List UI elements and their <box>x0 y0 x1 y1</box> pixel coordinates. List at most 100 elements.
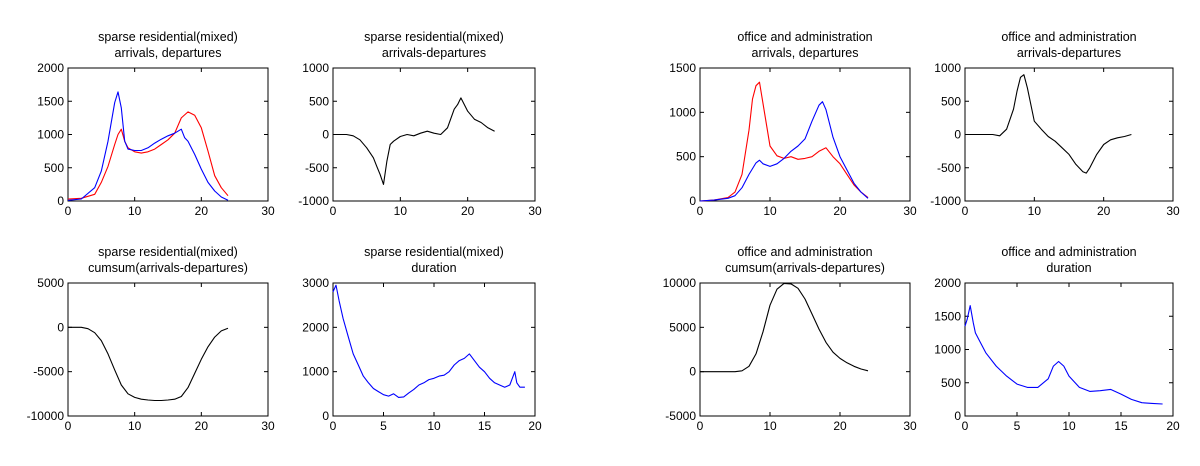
plot-subtitle: cumsum(arrivals-departures) <box>88 261 248 275</box>
y-tick-label: 500 <box>941 376 961 390</box>
y-tick-label: -1000 <box>930 194 961 208</box>
y-tick-label: 500 <box>941 94 961 108</box>
x-tick-label: 10 <box>128 419 142 433</box>
y-tick-label: 2000 <box>37 61 64 75</box>
x-tick-label: 10 <box>394 204 408 218</box>
y-tick-label: 500 <box>309 94 329 108</box>
y-tick-label: 2000 <box>934 276 961 290</box>
x-tick-label: 10 <box>1028 204 1042 218</box>
y-tick-label: -5000 <box>665 409 696 423</box>
subplot-7: office and administration cumsum(arrivals… <box>663 245 917 433</box>
x-tick-label: 15 <box>1114 419 1128 433</box>
axes-box <box>332 282 536 417</box>
subplot-4: office and administration arrivals-depart… <box>930 30 1180 218</box>
series-line <box>332 284 525 398</box>
plot-title: sparse residential(mixed) <box>364 30 504 44</box>
series-line <box>68 326 229 402</box>
y-tick-label: 0 <box>57 194 64 208</box>
plot-title: sparse residential(mixed) <box>98 30 238 44</box>
y-tick-label: 0 <box>322 409 329 423</box>
x-tick-label: 20 <box>833 204 847 218</box>
y-tick-label: 0 <box>689 365 696 379</box>
series-line <box>700 282 869 373</box>
subplot-3: office and administration arrivals, depar… <box>669 30 917 218</box>
x-tick-label: 20 <box>1166 419 1180 433</box>
x-tick-label: 10 <box>763 204 777 218</box>
y-tick-label: 1500 <box>669 61 696 75</box>
subplot-6: sparse residential(mixed) duration 0 5 10 15 2… <box>302 245 542 433</box>
x-tick-label: 5 <box>1014 419 1021 433</box>
y-tick-label: 5000 <box>37 276 64 290</box>
plot-subtitle: arrivals-departures <box>1017 46 1121 60</box>
subplot-8: office and administration duration 0 5 10 15 2… <box>934 245 1180 433</box>
series-line <box>67 91 229 201</box>
axes-box <box>699 282 911 417</box>
x-tick-label: 30 <box>1166 204 1180 218</box>
x-tick-label: 20 <box>461 204 475 218</box>
x-tick-label: 30 <box>528 204 542 218</box>
plot-title: office and administration <box>1001 245 1136 259</box>
y-tick-label: 1000 <box>302 61 329 75</box>
series-line <box>699 81 869 202</box>
y-tick-label: 10000 <box>663 276 697 290</box>
y-tick-label: 0 <box>322 128 329 142</box>
y-tick-label: -1000 <box>298 194 329 208</box>
plot-subtitle: arrivals, departures <box>752 46 859 60</box>
y-tick-label: 1000 <box>669 105 696 119</box>
x-tick-label: 0 <box>330 204 337 218</box>
x-tick-label: 30 <box>903 419 917 433</box>
x-tick-label: 10 <box>1062 419 1076 433</box>
x-tick-label: 0 <box>962 204 969 218</box>
x-tick-label: 30 <box>903 204 917 218</box>
x-tick-label: 10 <box>763 419 777 433</box>
plot-subtitle: arrivals, departures <box>115 46 222 60</box>
x-tick-label: 10 <box>128 204 142 218</box>
series-line <box>67 111 229 200</box>
x-tick-label: 20 <box>1097 204 1111 218</box>
y-tick-label: 5000 <box>669 320 696 334</box>
y-tick-label: 500 <box>676 150 696 164</box>
plot-subtitle: cumsum(arrivals-departures) <box>725 261 885 275</box>
y-tick-label: 1000 <box>37 128 64 142</box>
plot-title: office and administration <box>1001 30 1136 44</box>
y-tick-label: 1500 <box>37 94 64 108</box>
subplot-2: sparse residential(mixed) arrivals-depart… <box>298 30 542 218</box>
y-tick-label: 3000 <box>302 276 329 290</box>
y-tick-label: 1000 <box>302 365 329 379</box>
x-tick-label: 0 <box>65 204 72 218</box>
axes-box <box>67 67 269 202</box>
axes-box <box>332 67 536 202</box>
y-tick-label: -500 <box>305 161 329 175</box>
x-tick-label: 0 <box>697 204 704 218</box>
y-tick-label: -10000 <box>27 409 65 423</box>
x-tick-label: 20 <box>833 419 847 433</box>
y-tick-label: 1000 <box>934 343 961 357</box>
y-tick-label: -500 <box>937 161 961 175</box>
plot-title: sparse residential(mixed) <box>364 245 504 259</box>
plot-subtitle: duration <box>411 261 456 275</box>
plot-title: office and administration <box>737 245 872 259</box>
plot-title: sparse residential(mixed) <box>98 245 238 259</box>
y-tick-label: 500 <box>44 161 64 175</box>
subplot-1: sparse residential(mixed) arrivals, depar… <box>37 30 275 218</box>
series-line <box>964 305 1163 405</box>
x-tick-label: 15 <box>478 419 492 433</box>
y-tick-label: -5000 <box>33 365 64 379</box>
y-tick-label: 1000 <box>934 61 961 75</box>
x-tick-label: 0 <box>330 419 337 433</box>
x-tick-label: 0 <box>65 419 72 433</box>
plot-title: office and administration <box>737 30 872 44</box>
y-tick-label: 0 <box>954 409 961 423</box>
y-tick-label: 0 <box>689 194 696 208</box>
x-tick-label: 10 <box>427 419 441 433</box>
x-tick-label: 0 <box>697 419 704 433</box>
subplot-5: sparse residential(mixed) cumsum(arrivals… <box>27 245 275 433</box>
plot-subtitle: duration <box>1046 261 1091 275</box>
axes-box <box>699 67 911 202</box>
x-tick-label: 5 <box>380 419 387 433</box>
x-tick-label: 30 <box>261 204 275 218</box>
y-tick-label: 2000 <box>302 320 329 334</box>
x-tick-label: 20 <box>195 204 209 218</box>
axes-box <box>67 282 269 417</box>
